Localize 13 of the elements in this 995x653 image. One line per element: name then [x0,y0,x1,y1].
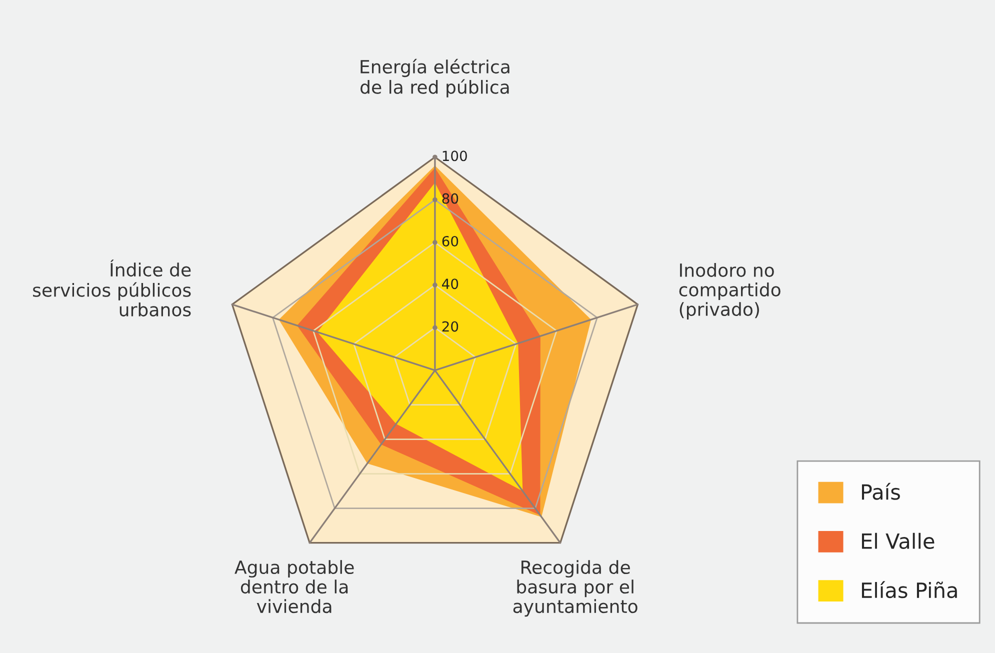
spoke-label: Agua potable dentro de la vivienda [234,560,354,614]
y-tick-label: 60 [442,236,458,246]
spoke-label: Energía eléctrica de la red pública [360,58,510,98]
y-tick-label: 40 [442,278,458,290]
y-tick-label: 20 [442,321,458,332]
spoke-label: Inodoro no compartido (privado) [679,263,780,320]
legend-label: El Valle [862,532,934,549]
spoke-label: Recogida de basura por el ayuntamiento [513,560,638,617]
y-tick-label: 80 [442,193,458,204]
legend-label: Elías Piña [862,581,957,598]
y-tick-label: 100 [442,150,467,162]
legend-label: País [862,482,900,500]
spoke-label: Índice de servicios públicos urbanos [33,260,191,316]
